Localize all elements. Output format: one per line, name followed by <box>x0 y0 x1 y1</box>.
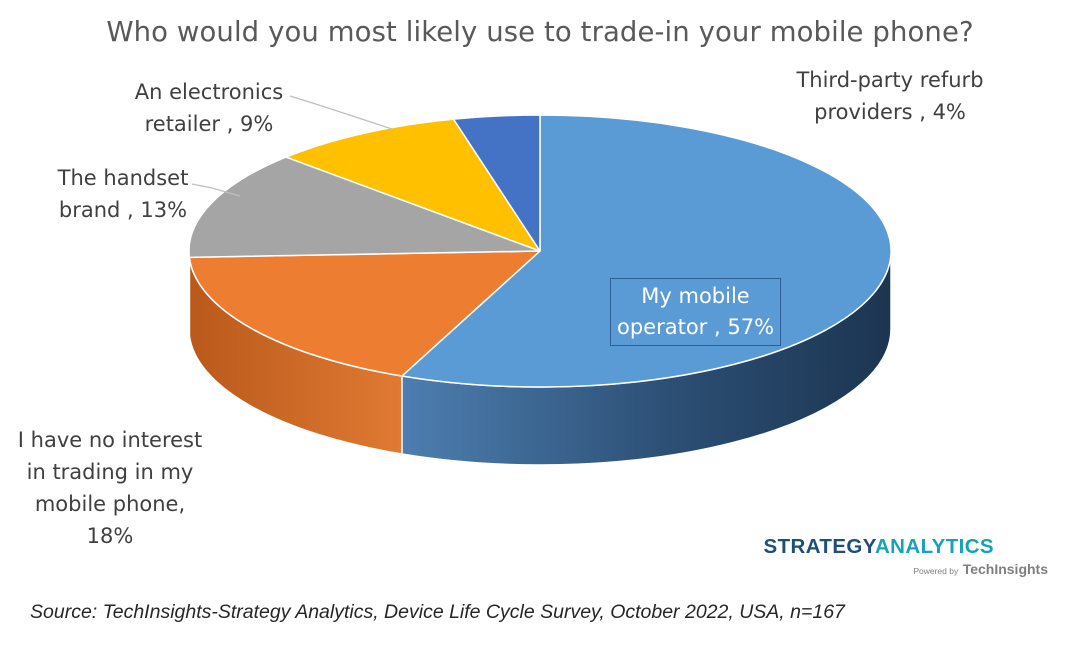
logo-techinsights: TechInsights <box>962 561 1048 577</box>
data-label-third-party-refurb: Third-party refurb providers , 4% <box>796 68 984 124</box>
leader-line-handset <box>191 183 241 197</box>
logo-word-analytics: ANALYTICS <box>874 535 994 558</box>
data-label-handset-brand: The handset brand , 13% <box>57 166 189 222</box>
data-label-my-mobile-operator: My mobile operator , 57% <box>610 278 782 346</box>
data-label-electronics-retailer: An electronics retailer , 9% <box>134 80 284 136</box>
logo-word-strategy: STRATEGY <box>763 535 875 558</box>
pie-slice-the-handset-brand <box>188 156 541 259</box>
leader-line-retailer <box>289 95 393 130</box>
pie-slice-an-electronics-retailer <box>285 118 541 252</box>
pie-slice-i-have-no-interest-in-trading-in-my-mobile-phone <box>188 250 541 377</box>
data-label-no-interest: I have no interest in trading in my mobi… <box>17 428 203 548</box>
chart-title: Who would you most likely use to trade-i… <box>106 16 974 48</box>
pie-slice-third-party-refurb-providers <box>452 114 541 252</box>
strategy-analytics-logo: STRATEGYANALYTICS Powered by TechInsight… <box>752 535 1048 579</box>
leader-lines <box>191 95 393 197</box>
pie-tops <box>188 114 892 388</box>
pie-slice-my-mobile-operator <box>401 114 892 388</box>
source-note: Source: TechInsights-Strategy Analytics,… <box>30 601 845 623</box>
logo-powered-by: Powered by <box>913 566 959 576</box>
